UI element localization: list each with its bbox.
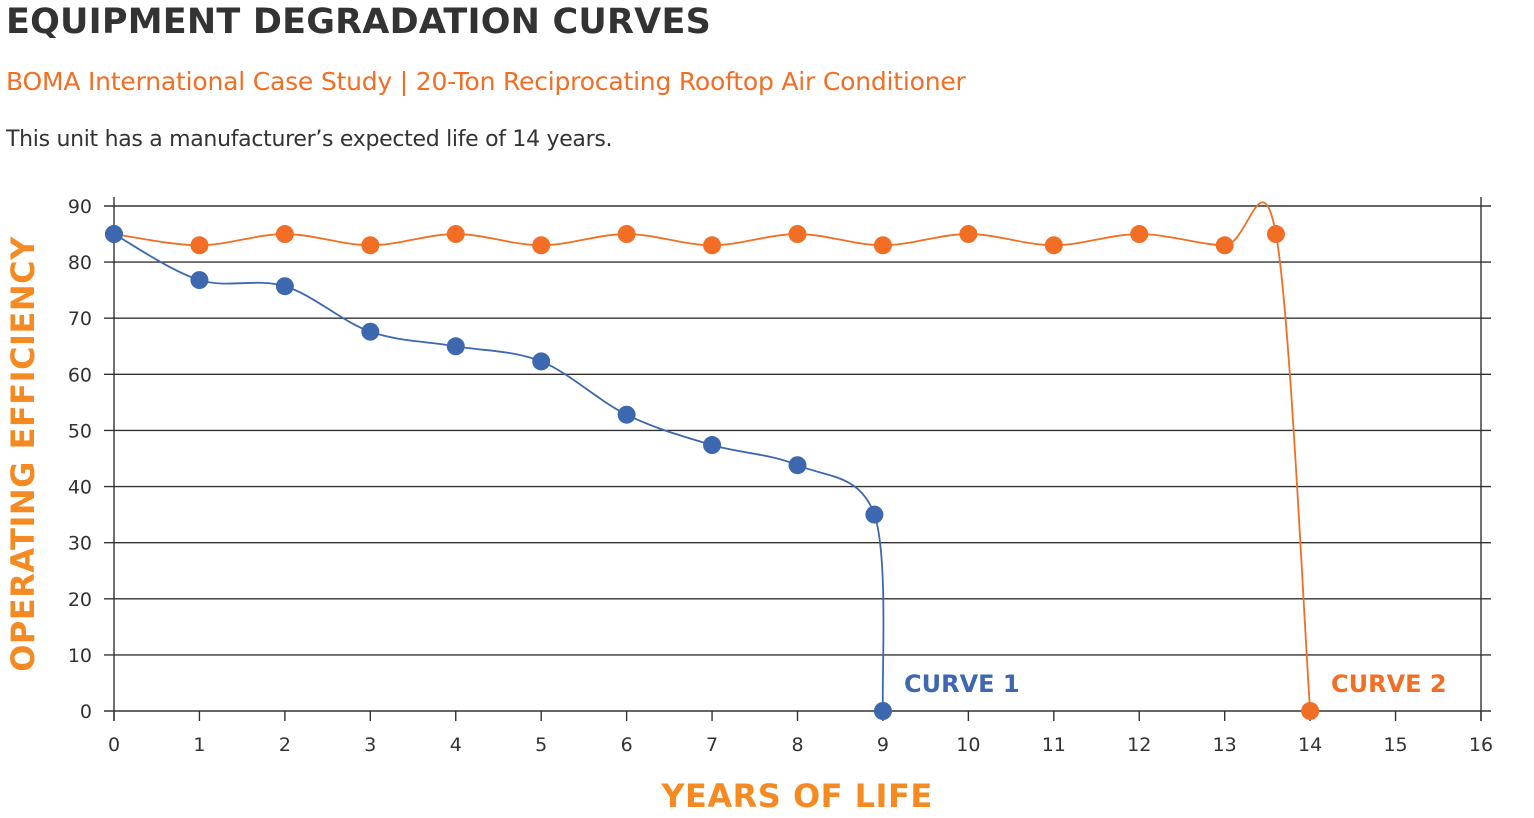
y-tick-label: 40: [68, 477, 92, 499]
curve-2-point: [788, 225, 807, 244]
curve-1-point: [532, 352, 551, 371]
x-tick-label: 13: [1213, 734, 1237, 756]
curve-1-line: [113, 233, 885, 712]
x-tick-label: 7: [706, 734, 718, 756]
curve-1-point: [703, 436, 722, 455]
x-tick-label: 0: [108, 734, 120, 756]
x-tick-label: 16: [1469, 734, 1493, 756]
curve-2-point: [959, 225, 978, 244]
x-axis-title: YEARS OF LIFE: [660, 777, 932, 815]
curve-1-point: [105, 225, 123, 244]
curve-2-point: [190, 236, 209, 255]
y-tick-label: 0: [80, 701, 92, 723]
curve-1-point: [361, 322, 380, 341]
curve-2-point: [1215, 236, 1234, 255]
x-tick-label: 2: [279, 734, 291, 756]
y-tick-label: 10: [68, 645, 92, 667]
curve-1-point: [446, 337, 465, 356]
axes: [113, 197, 1482, 721]
curve-1-point: [873, 702, 892, 720]
x-tick-label: 5: [535, 734, 547, 756]
curve-2-point: [275, 225, 294, 244]
x-tick-labels: 0 1 2 3 4 5 6 7 8 9 10 11 12 13 14 15 16: [108, 734, 1493, 756]
curve-1-point: [865, 505, 884, 524]
description-text: This unit has a manufacturer’s expected …: [6, 127, 613, 152]
curve-2-point: [1301, 702, 1320, 720]
curve-2-point: [873, 236, 892, 255]
x-tick-label: 3: [364, 734, 376, 756]
y-tick-labels: 0 10 20 30 40 50 60 70 80 90: [68, 196, 92, 723]
curve-2-point: [617, 225, 636, 244]
page-subtitle: BOMA International Case Study | 20-Ton R…: [6, 67, 966, 96]
grid-lines: [104, 205, 1491, 712]
curve-2-point: [1266, 225, 1285, 244]
y-tick-label: 50: [68, 420, 92, 442]
curve-1-point: [617, 405, 636, 424]
x-tick-label: 14: [1298, 734, 1322, 756]
curve-2-point: [1130, 225, 1149, 244]
curve-2-point: [1044, 236, 1063, 255]
x-tick-label: 12: [1127, 734, 1151, 756]
y-tick-label: 90: [68, 196, 92, 218]
curve-1-point: [788, 456, 807, 475]
series-curve-2: [105, 201, 1320, 720]
series-group: [105, 201, 1320, 720]
y-tick-label: 60: [68, 364, 92, 386]
curve-2-point: [361, 236, 380, 255]
curve-1-point: [190, 271, 209, 290]
y-tick-label: 20: [68, 589, 92, 611]
page-title: EQUIPMENT DEGRADATION CURVES: [6, 2, 711, 42]
curve-2-point: [703, 236, 722, 255]
x-tick-label: 4: [450, 734, 462, 756]
curve-2-point: [532, 236, 551, 255]
curve-2-point: [446, 225, 465, 244]
y-axis-title: OPERATING EFFICIENCY: [4, 236, 42, 672]
y-tick-label: 70: [68, 308, 92, 330]
x-tick-label: 1: [193, 734, 205, 756]
x-tick-label: 11: [1042, 734, 1066, 756]
x-tick-label: 6: [621, 734, 633, 756]
curve-2-label: CURVE 2: [1331, 670, 1447, 698]
curve-2-line: [113, 201, 1312, 712]
curve-1-label: CURVE 1: [904, 670, 1020, 698]
curve-1-point: [275, 277, 294, 296]
x-tick-label: 9: [877, 734, 889, 756]
x-tick-label: 10: [956, 734, 980, 756]
x-tick-label: 8: [791, 734, 803, 756]
x-tick-label: 15: [1383, 734, 1407, 756]
y-tick-label: 30: [68, 533, 92, 555]
y-tick-label: 80: [68, 252, 92, 274]
series-curve-1: [105, 225, 892, 720]
